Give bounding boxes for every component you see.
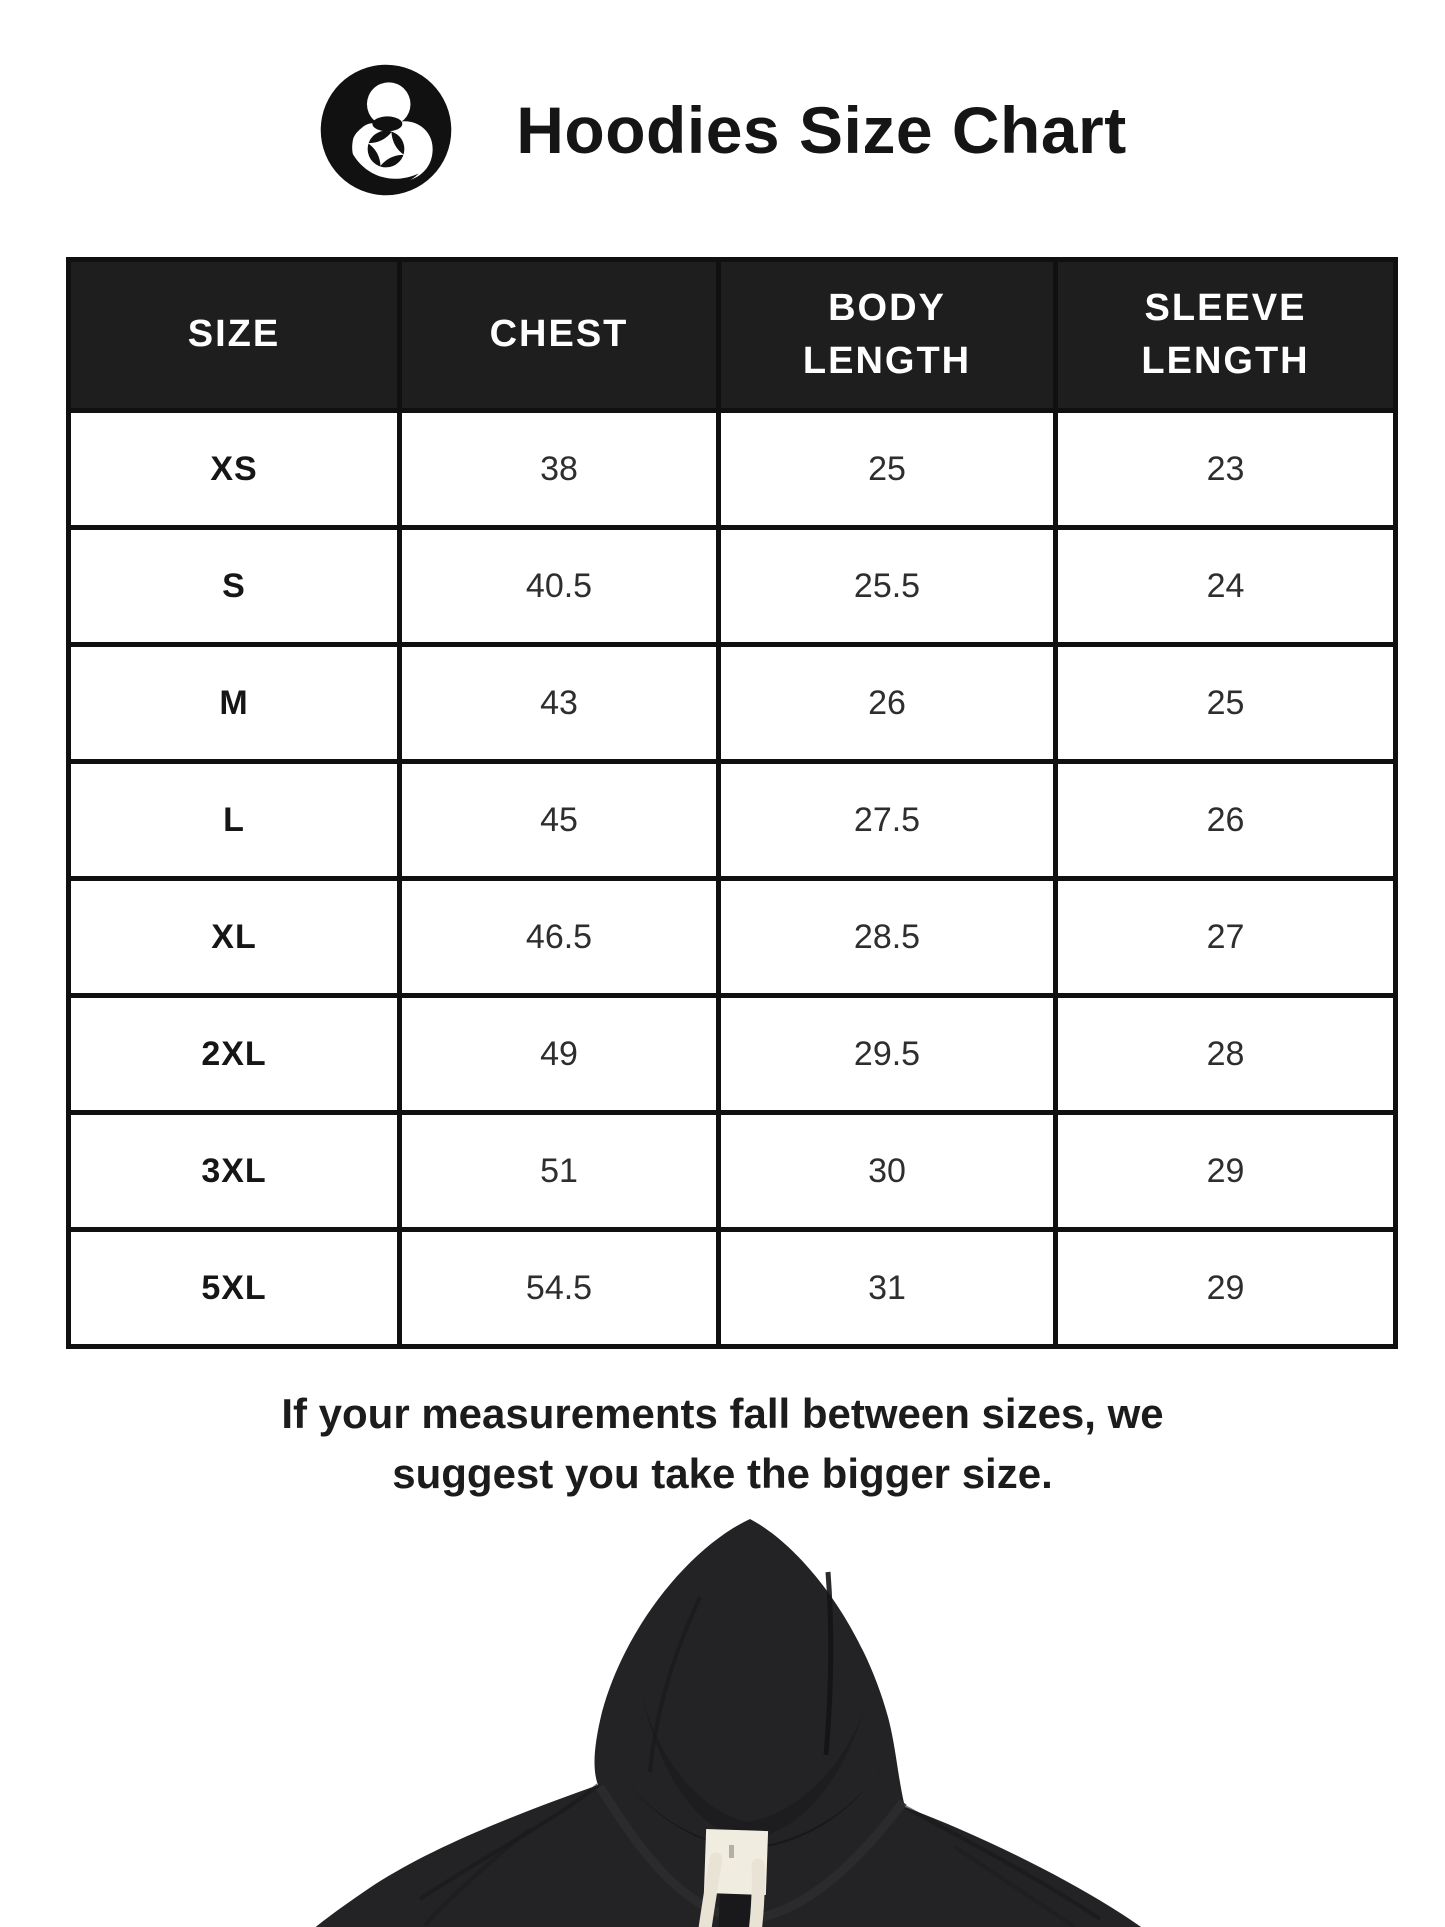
column-header-sleeve-length: SLEEVE LENGTH: [1053, 257, 1398, 413]
measurement-value: 23: [1053, 408, 1398, 530]
measurement-value: 28.5: [716, 876, 1058, 998]
size-label: 5XL: [66, 1227, 402, 1349]
size-row-m: M 43 26 25: [66, 642, 1398, 764]
size-table-head-row: SIZE CHEST BODY LENGTH SLEEVE LENGTH: [66, 257, 1398, 413]
measurement-value: 25: [716, 408, 1058, 530]
column-header-chest: CHEST: [397, 257, 721, 413]
measurement-value: 27: [1053, 876, 1398, 998]
size-table-head: SIZE CHEST BODY LENGTH SLEEVE LENGTH: [66, 257, 1398, 413]
size-label: XL: [66, 876, 402, 998]
size-row-5xl: 5XL 54.5 31 29: [66, 1227, 1398, 1349]
column-header-size: SIZE: [66, 257, 402, 413]
size-row-2xl: 2XL 49 29.5 28: [66, 993, 1398, 1115]
column-header-body-length: BODY LENGTH: [716, 257, 1058, 413]
size-row-s: S 40.5 25.5 24: [66, 525, 1398, 647]
size-note-line1: If your measurements fall between sizes,…: [281, 1390, 1164, 1437]
size-table-body: XS 38 25 23 S 40.5 25.5 24 M 43 26 25 L 45 27.5 26 XL 46.…: [66, 408, 1398, 1349]
measurement-value: 25.5: [716, 525, 1058, 647]
measurement-value: 29: [1053, 1110, 1398, 1232]
size-label: M: [66, 642, 402, 764]
size-label: 2XL: [66, 993, 402, 1115]
measurement-value: 31: [716, 1227, 1058, 1349]
drawstring-left: [698, 1852, 723, 1927]
brand-logo-icon: [318, 62, 454, 198]
measurement-value: 30: [716, 1110, 1058, 1232]
measurement-value: 54.5: [397, 1227, 721, 1349]
measurement-value: 51: [397, 1110, 721, 1232]
measurement-value: 45: [397, 759, 721, 881]
size-table: SIZE CHEST BODY LENGTH SLEEVE LENGTH XS 38 25…: [66, 257, 1398, 1349]
size-label: L: [66, 759, 402, 881]
measurement-value: 26: [1053, 759, 1398, 881]
size-label: 3XL: [66, 1110, 402, 1232]
brand-header: Hoodies Size Chart: [0, 62, 1445, 198]
measurement-value: 29.5: [716, 993, 1058, 1115]
size-row-xs: XS 38 25 23: [66, 408, 1398, 530]
measurement-value: 46.5: [397, 876, 721, 998]
size-note-line2: suggest you take the bigger size.: [392, 1450, 1053, 1497]
size-row-xl: XL 46.5 28.5 27: [66, 876, 1398, 998]
measurement-value: 24: [1053, 525, 1398, 647]
size-label: XS: [66, 408, 402, 530]
measurement-value: 29: [1053, 1227, 1398, 1349]
measurement-value: 40.5: [397, 525, 721, 647]
measurement-value: 27.5: [716, 759, 1058, 881]
measurement-value: 49: [397, 993, 721, 1115]
measurement-value: 43: [397, 642, 721, 764]
size-row-3xl: 3XL 51 30 29: [66, 1110, 1398, 1232]
measurement-value: 28: [1053, 993, 1398, 1115]
drawstring-right: [749, 1858, 765, 1927]
size-row-l: L 45 27.5 26: [66, 759, 1398, 881]
page-title: Hoodies Size Chart: [516, 93, 1127, 167]
measurement-value: 26: [716, 642, 1058, 764]
size-note: If your measurements fall between sizes,…: [0, 1384, 1445, 1504]
measurement-value: 25: [1053, 642, 1398, 764]
measurement-value: 38: [397, 408, 721, 530]
size-label: S: [66, 525, 402, 647]
hoodie-photo: [0, 1517, 1445, 1927]
